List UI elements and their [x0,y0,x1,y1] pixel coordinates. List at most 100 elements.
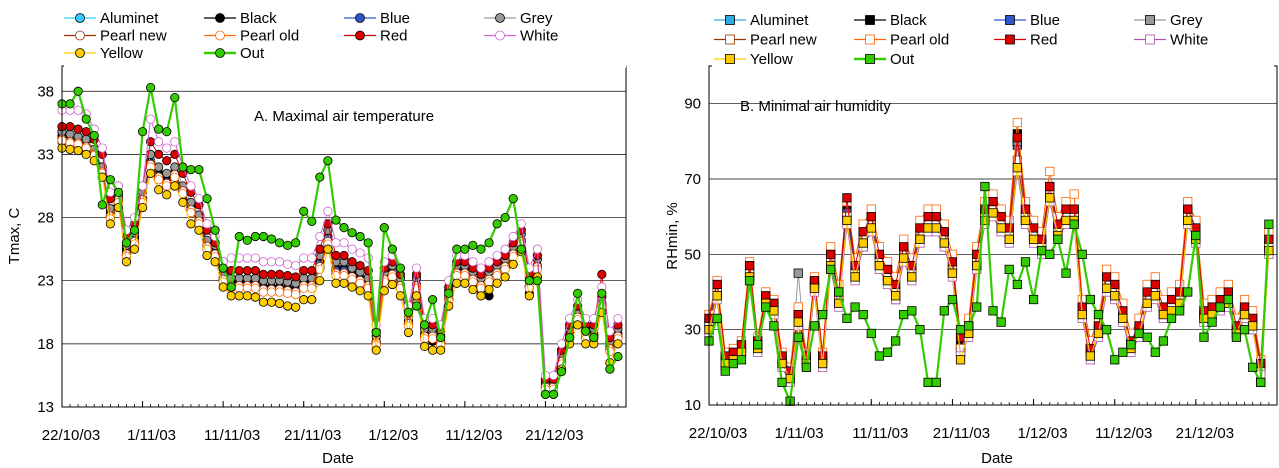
data-point [508,194,518,204]
data-point [581,339,591,349]
data-point [915,223,925,233]
data-point [137,181,148,191]
data-point [162,190,172,200]
x-tick-label: 21/12/03 [1176,425,1234,442]
x-tick-label: 11/11/03 [852,425,908,442]
data-point [866,328,876,339]
data-point [484,257,494,267]
data-point [274,257,285,267]
legend-background [712,8,1274,70]
data-point [170,172,180,182]
data-point [355,278,365,288]
legend-label: Out [890,51,915,68]
legend-label: White [1170,32,1208,49]
legend-item-white: White [1134,32,1208,49]
legend-marker [725,54,735,64]
y-tick-label: 30 [684,322,701,339]
data-point [972,302,982,312]
data-point [266,269,277,279]
data-point [980,181,990,192]
data-point [81,127,91,137]
data-point [955,355,966,365]
data-point [436,345,446,355]
data-point [452,271,462,281]
data-point [931,377,941,388]
data-point [282,271,293,281]
data-point [842,313,852,323]
data-point [170,137,180,147]
data-point [323,206,333,216]
data-point [777,358,787,369]
data-point [307,295,317,305]
data-point [291,238,301,248]
data-point [1248,321,1258,331]
legend-marker [865,54,875,64]
data-point [1012,117,1022,128]
data-point [899,253,909,263]
data-point [274,238,285,248]
series-out [704,181,1274,406]
data-point [299,253,309,263]
data-point [809,283,820,293]
data-point [355,286,365,296]
legend-item-black: Black [204,10,277,27]
data-point [250,292,260,302]
data-point [1215,302,1225,312]
data-point [250,265,260,276]
data-point [307,265,317,276]
data-point [1077,309,1087,320]
x-tick-label: 22/10/03 [689,425,747,442]
data-point [826,249,836,259]
data-point [532,276,542,286]
data-point [882,276,893,286]
y-tick-label: 70 [684,171,701,188]
data-point [347,228,357,238]
data-point [162,127,172,137]
x-tick-label: 11/12/03 [445,427,502,444]
data-point [1183,215,1193,226]
data-point [899,242,909,252]
data-point [234,231,244,242]
y-tick-label: 50 [684,246,701,263]
data-point [1223,294,1233,305]
series-out [57,82,623,399]
data-point [274,287,285,297]
data-point [379,286,389,296]
data-point [419,341,430,351]
data-point [589,332,599,343]
data-point [452,278,462,288]
legend-a: Aluminet Black Blue Grey Pearl new Pearl old R… [64,8,626,68]
data-point [476,263,486,273]
data-point [81,149,91,160]
data-point [736,355,747,365]
data-point [411,301,422,311]
data-point [379,223,389,233]
chart-a: 13 18 23 28 33 38 22/10/03 1/11/03 11/11/03 21/1… [6,8,627,467]
data-point [162,143,172,153]
data-point [874,249,885,259]
data-point [226,253,236,263]
legend-item-pearl-old: Pearl old [204,28,299,45]
data-point [339,250,349,261]
data-point [65,144,75,154]
data-point [874,351,885,361]
data-point [1020,257,1031,267]
data-point [154,175,164,185]
x-ticks-b: 22/10/03 1/11/03 11/11/03 21/11/03 1/12/03 11… [689,399,1278,442]
data-point [923,223,933,233]
data-point [1045,181,1055,192]
data-point [1248,362,1258,372]
series-yellow [57,143,623,399]
data-point [1020,204,1031,214]
data-point [850,302,860,312]
legend-item-pearl-new: Pearl new [714,32,817,49]
data-point [939,306,949,316]
data-point [452,244,462,254]
legend-marker [1145,15,1155,25]
data-point [339,278,349,288]
data-point [194,164,204,175]
data-point [1110,279,1120,290]
data-point [866,223,876,233]
data-point [996,223,1006,233]
data-point [363,253,373,263]
